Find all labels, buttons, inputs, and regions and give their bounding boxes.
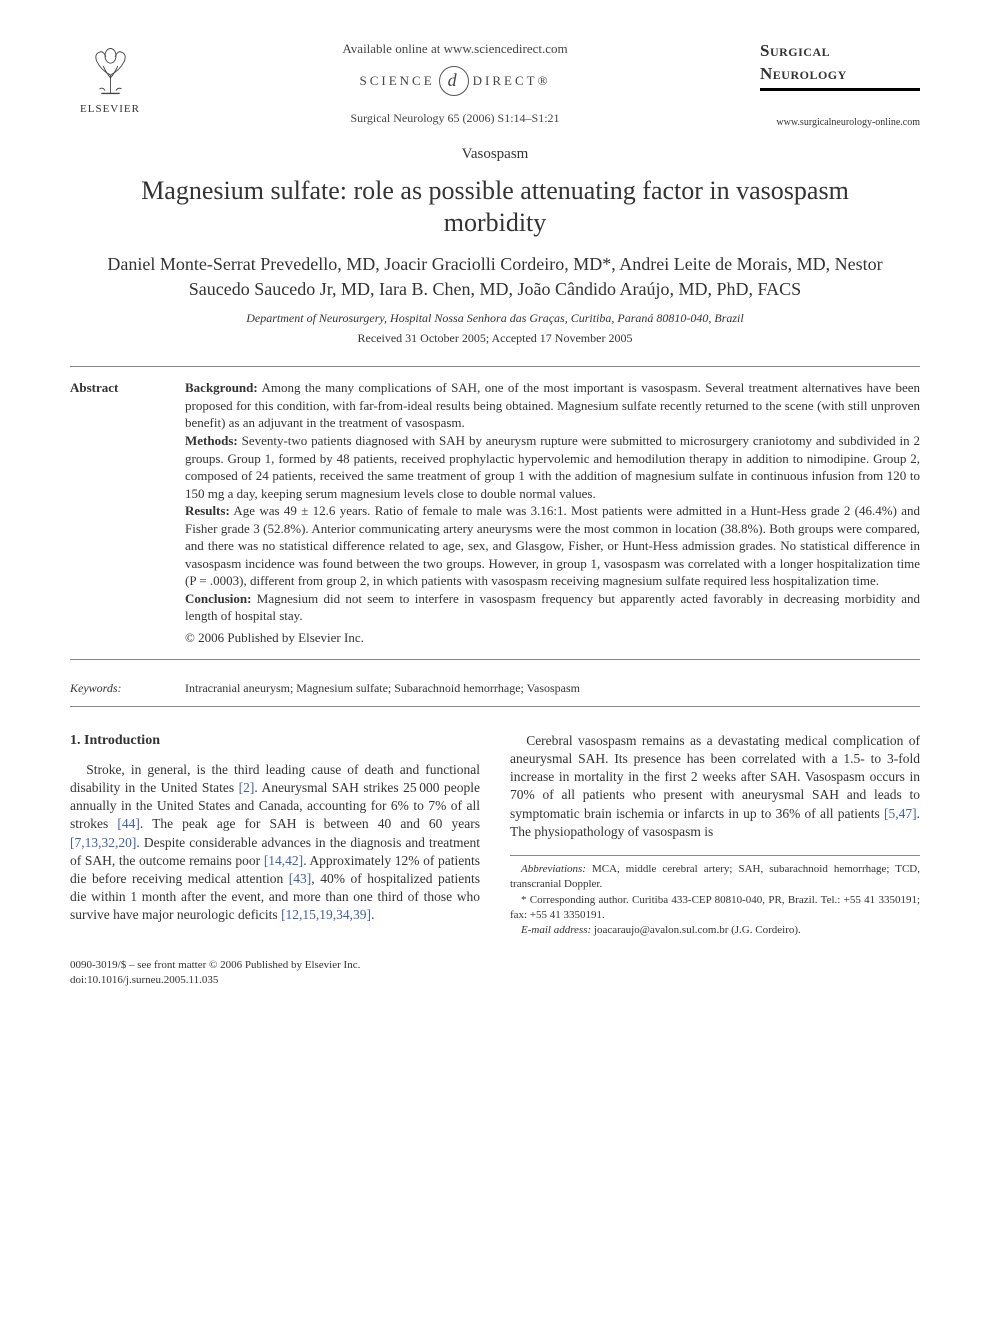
keywords-text: Intracranial aneurysm; Magnesium sulfate…	[185, 680, 580, 696]
sd-right: DIRECT®	[473, 72, 551, 90]
ref-link[interactable]: [43]	[289, 871, 312, 886]
intro-p1: Stroke, in general, is the third leading…	[70, 761, 480, 925]
ref-link[interactable]: [12,15,19,34,39]	[281, 907, 371, 922]
abs-methods: Seventy-two patients diagnosed with SAH …	[185, 433, 920, 501]
citation-line: Surgical Neurology 65 (2006) S1:14–S1:21	[150, 110, 760, 126]
front-matter: 0090-3019/$ – see front matter © 2006 Pu…	[70, 958, 920, 972]
intro-p2: Cerebral vasospasm remains as a devastat…	[510, 732, 920, 841]
ref-link[interactable]: [2]	[239, 780, 255, 795]
keywords-section: Keywords: Intracranial aneurysm; Magnesi…	[70, 672, 920, 707]
email-address[interactable]: joacaraujo@avalon.sul.com.br (J.G. Corde…	[591, 924, 801, 936]
doi: doi:10.1016/j.surneu.2005.11.035	[70, 973, 920, 987]
abs-results-label: Results:	[185, 503, 230, 518]
abs-conclusion-label: Conclusion:	[185, 591, 251, 606]
body-two-column: 1. Introduction Stroke, in general, is t…	[70, 732, 920, 939]
page-header: ELSEVIER Available online at www.science…	[70, 40, 920, 129]
ref-link[interactable]: [14,42]	[264, 853, 303, 868]
email-line: E-mail address: joacaraujo@avalon.sul.co…	[510, 923, 920, 938]
journal-block: Surgical Neurology www.surgicalneurology…	[760, 40, 920, 129]
abs-results: Age was 49 ± 12.6 years. Ratio of female…	[185, 503, 920, 588]
publisher-name: ELSEVIER	[80, 102, 140, 117]
author-list: Daniel Monte-Serrat Prevedello, MD, Joac…	[70, 252, 920, 302]
available-online-text: Available online at www.sciencedirect.co…	[150, 40, 760, 58]
sd-left: SCIENCE	[360, 72, 435, 90]
received-accepted: Received 31 October 2005; Accepted 17 No…	[70, 330, 920, 346]
journal-url[interactable]: www.surgicalneurology-online.com	[760, 116, 920, 130]
paper-title: Magnesium sulfate: role as possible atte…	[70, 175, 920, 240]
sciencedirect-logo: SCIENCE d DIRECT®	[360, 66, 551, 96]
abbrev-label: Abbreviations:	[521, 863, 586, 875]
ref-link[interactable]: [5,47]	[884, 806, 917, 821]
abstract-label: Abstract	[70, 379, 160, 646]
abstract-section: Abstract Background: Among the many comp…	[70, 366, 920, 659]
abs-methods-label: Methods:	[185, 433, 238, 448]
keywords-label: Keywords:	[70, 680, 160, 696]
intro-heading: 1. Introduction	[70, 732, 480, 751]
abs-background-label: Background:	[185, 380, 258, 395]
ref-link[interactable]: [7,13,32,20]	[70, 835, 136, 850]
abs-copyright: © 2006 Published by Elsevier Inc.	[185, 629, 920, 647]
elsevier-tree-icon	[80, 40, 140, 100]
corresponding-author: * Corresponding author. Curitiba 433-CEP…	[510, 893, 920, 923]
journal-title: Surgical Neurology	[760, 40, 920, 91]
section-label: Vasospasm	[70, 144, 920, 164]
email-label: E-mail address:	[521, 924, 591, 936]
abs-background: Among the many complications of SAH, one…	[185, 380, 920, 430]
ref-link[interactable]: [44]	[117, 816, 140, 831]
affiliation: Department of Neurosurgery, Hospital Nos…	[70, 310, 920, 326]
abstract-body: Background: Among the many complications…	[185, 379, 920, 646]
footnotes-block: Abbreviations: MCA, middle cerebral arte…	[510, 855, 920, 938]
publisher-logo-block: ELSEVIER	[70, 40, 150, 117]
sd-d-icon: d	[439, 66, 469, 96]
footer-meta: 0090-3019/$ – see front matter © 2006 Pu…	[70, 958, 920, 987]
abbreviations: Abbreviations: MCA, middle cerebral arte…	[510, 862, 920, 892]
header-center: Available online at www.sciencedirect.co…	[150, 40, 760, 126]
abs-conclusion: Magnesium did not seem to interfere in v…	[185, 591, 920, 624]
